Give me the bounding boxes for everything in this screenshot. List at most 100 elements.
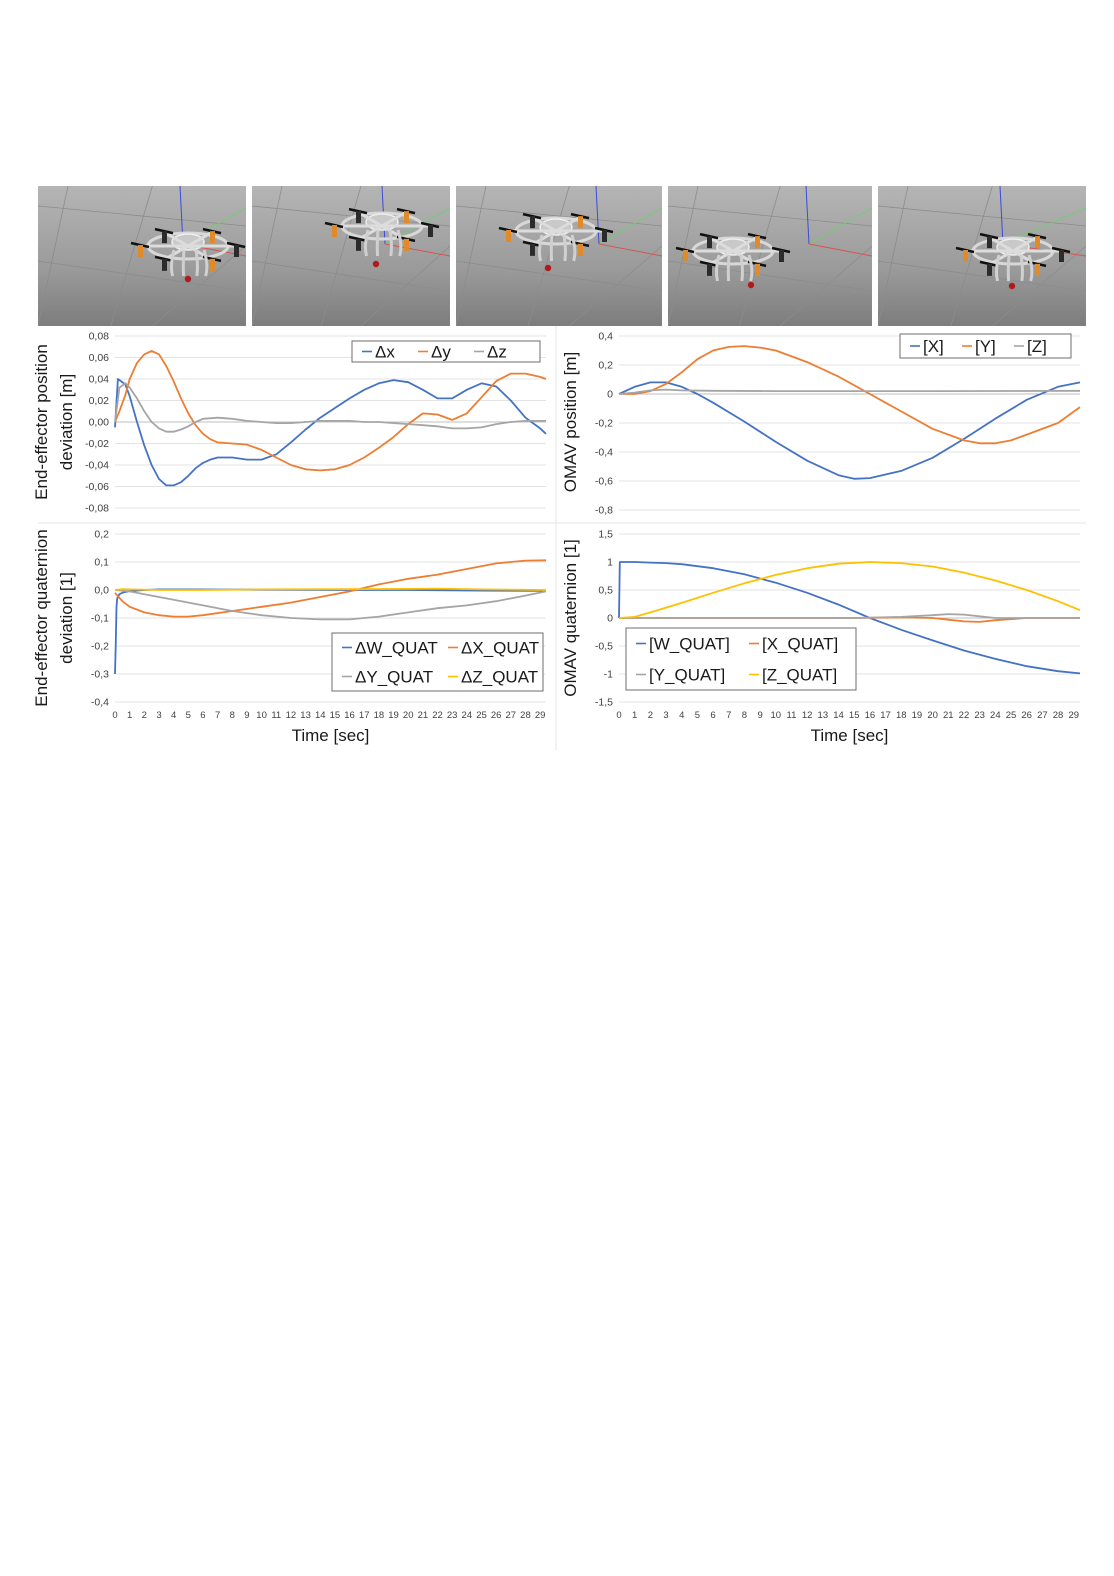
legend-label: ΔZ_QUAT: [461, 668, 538, 687]
x-tick-label: 11: [271, 710, 281, 721]
rotor-blade: [202, 227, 222, 235]
rotor-arm-tilt: [602, 230, 607, 242]
end-effector-target: [544, 264, 552, 272]
rotor-arm-tilt: [356, 238, 361, 251]
end-effector-target: [747, 281, 755, 289]
drone-arm: [357, 224, 383, 242]
y-axis-label: OMAV quaternion [1]: [561, 539, 580, 697]
drone-arm: [187, 230, 213, 248]
rotor-arm-tilt: [755, 263, 760, 276]
snapshot-2: [252, 186, 450, 326]
drone-model: [498, 212, 614, 262]
x-tick-label: 2: [142, 710, 147, 721]
legend: Δx Δy Δz: [351, 340, 541, 363]
x-tick-label: 28: [520, 710, 531, 721]
legend-label: ΔY_QUAT: [355, 668, 433, 687]
rotor-blade: [324, 221, 344, 229]
snapshot-strip: [38, 186, 1086, 326]
y-tick-label: -0,2: [595, 418, 613, 430]
x-tick-label: 6: [200, 710, 205, 721]
x-tick-label: 17: [359, 710, 370, 721]
rotor-blade: [348, 235, 368, 243]
x-tick-label: 6: [710, 710, 715, 721]
rotor-arm-tilt: [530, 216, 535, 229]
series-line-1: [618, 561, 1081, 675]
simulation-scene-1: [38, 186, 246, 326]
legend-label: ΔX_QUAT: [461, 639, 539, 658]
x-tick-label: 2: [648, 710, 653, 721]
drone-leg: [375, 229, 380, 257]
legend-label: Δx: [375, 343, 395, 362]
y-tick-label: 0,2: [94, 529, 109, 541]
x-tick-label: 23: [974, 710, 985, 721]
drone-arm: [357, 210, 383, 228]
legend-label: ΔW_QUAT: [355, 639, 438, 658]
y-tick-label: -0,4: [595, 447, 613, 459]
x-tick-label: 13: [300, 710, 311, 721]
x-tick-label: 15: [330, 710, 341, 721]
snapshot-5: [878, 186, 1086, 326]
drone-leg: [1027, 254, 1034, 282]
x-tick-label: 4: [171, 710, 176, 721]
series-line-4: [618, 561, 1081, 619]
x-tick-label: 18: [374, 710, 385, 721]
rotor-arm-tilt: [963, 250, 968, 262]
legend-label: [W_QUAT]: [649, 635, 730, 654]
rotor-arm-tilt: [356, 211, 361, 224]
x-tick-label: 16: [865, 710, 876, 721]
ground-grid: [456, 186, 662, 326]
legend: ΔW_QUAT ΔX_QUAT ΔY_QUAT ΔZ_QUAT: [331, 632, 544, 692]
rotor-blade: [699, 232, 719, 240]
legend-label: [Z]: [1027, 337, 1047, 356]
simulation-scene-2: [252, 186, 450, 326]
drone-arm: [988, 249, 1014, 267]
rotor-blade: [396, 207, 416, 215]
legend-label: Δy: [431, 343, 451, 362]
x-tick-label: 25: [476, 710, 487, 721]
x-tick-label: 21: [418, 710, 429, 721]
legend-label: Δz: [487, 343, 507, 362]
x-tick-label: 1: [632, 710, 637, 721]
axis-z-line: [999, 186, 1004, 245]
x-tick-label: 26: [1021, 710, 1032, 721]
x-tick-label: 15: [849, 710, 860, 721]
ground-grid: [38, 186, 246, 326]
legend-label: [Y_QUAT]: [649, 666, 725, 685]
drone-leg: [562, 234, 567, 262]
x-tick-label: 9: [757, 710, 762, 721]
legend-label: [Z_QUAT]: [762, 666, 837, 685]
x-tick-label: 0: [616, 710, 621, 721]
y-tick-label: 0,2: [598, 360, 613, 372]
rotor-arm-tilt: [506, 230, 511, 242]
y-tick-label: 0,06: [89, 352, 110, 364]
drone-leg: [169, 249, 176, 277]
rotor-arm-tilt: [707, 263, 712, 276]
rotor-blade: [154, 227, 174, 235]
end-effector-target: [184, 275, 192, 283]
y-tick-label: 1,5: [598, 529, 613, 541]
y-tick-label: 0,04: [89, 374, 110, 386]
y-axis-label: deviation [1]: [57, 572, 76, 664]
y-tick-label: 0,1: [94, 557, 109, 569]
drone-leg: [388, 229, 393, 257]
series-line-2: [114, 350, 547, 472]
axis-y-line: [598, 207, 662, 245]
charts-figure: 0,080,060,040,020,00-0,02-0,04-0,06-0,08…: [32, 326, 1086, 750]
simulation-scene-4: [668, 186, 872, 326]
legend-label: [X]: [923, 337, 944, 356]
drone-arm: [1012, 235, 1038, 253]
legend-box: [899, 333, 1072, 359]
drone-leg: [570, 234, 577, 262]
x-tick-label: 13: [818, 710, 829, 721]
x-tick-label: 23: [447, 710, 458, 721]
rotor-arm-tilt: [1035, 263, 1040, 276]
x-tick-label: 5: [695, 710, 700, 721]
drone-leg: [994, 254, 1001, 282]
x-tick-label: 12: [802, 710, 813, 721]
rotor-blade: [675, 246, 695, 254]
rotor-blade: [1027, 232, 1047, 240]
y-tick-label: 0,00: [89, 417, 110, 429]
y-tick-label: -0,02: [85, 438, 109, 450]
axis-x-line: [598, 243, 662, 257]
x-axis-label: Time [sec]: [292, 726, 370, 745]
